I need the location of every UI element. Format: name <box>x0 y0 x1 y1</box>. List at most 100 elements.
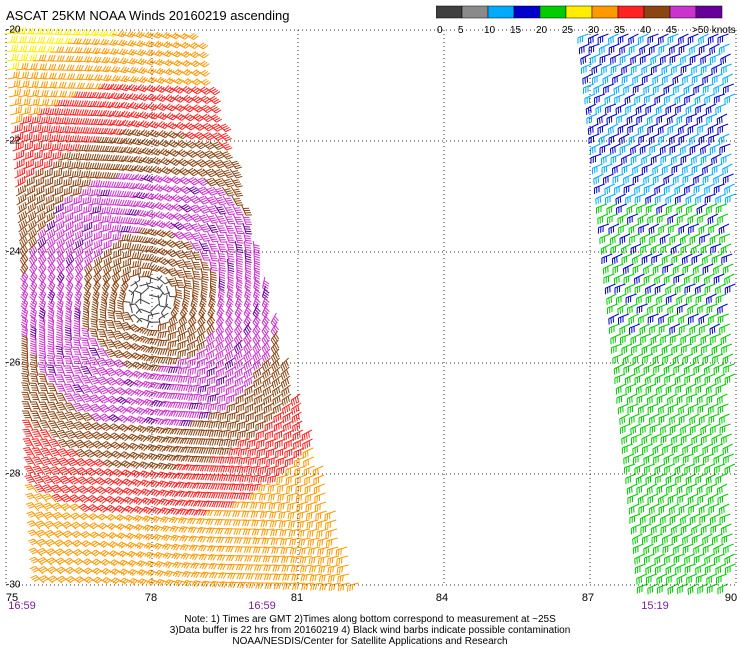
wind-barb <box>601 63 612 75</box>
wind-barb <box>676 203 688 215</box>
wind-barb <box>255 429 267 440</box>
wind-barb <box>226 249 235 263</box>
wind-barb <box>118 234 132 242</box>
wind-barb <box>151 76 167 84</box>
wind-barb <box>660 153 672 164</box>
wind-barb <box>37 116 51 125</box>
wind-barb <box>624 93 636 105</box>
wind-barb <box>314 501 327 512</box>
wind-barb <box>184 167 200 177</box>
wind-barb <box>56 326 63 341</box>
wind-barb <box>708 133 720 144</box>
wind-barb <box>625 383 637 394</box>
wind-barb <box>10 115 23 125</box>
wind-barb <box>701 343 713 354</box>
wind-barb <box>673 363 685 374</box>
wind-barb <box>68 169 82 179</box>
wind-barb <box>615 193 626 205</box>
wind-barb <box>722 543 734 555</box>
wind-barb <box>165 276 178 287</box>
wind-barb <box>711 253 723 265</box>
wind-barb <box>711 73 723 84</box>
wind-barb <box>103 30 118 37</box>
wind-barb <box>180 113 196 122</box>
wind-barb <box>50 475 65 485</box>
wind-barb <box>162 103 178 112</box>
wind-barb <box>715 383 727 395</box>
wind-barb <box>716 483 728 495</box>
wind-barb <box>48 142 61 152</box>
wind-barb <box>650 523 662 535</box>
wind-barb <box>593 173 604 185</box>
wind-barb <box>47 298 55 314</box>
wind-barb <box>217 249 227 262</box>
wind-barb <box>118 119 134 127</box>
wind-barb <box>658 313 669 325</box>
lon-label: 84 <box>435 592 449 604</box>
wind-barb <box>79 522 95 530</box>
wind-barb <box>129 260 142 269</box>
wind-barb <box>64 411 78 422</box>
wind-barb <box>722 353 734 365</box>
wind-barb <box>164 267 179 277</box>
wind-barb <box>178 203 193 213</box>
legend-swatch <box>617 5 645 19</box>
wind-barb <box>46 107 60 116</box>
wind-barb <box>685 473 697 485</box>
wind-barb <box>580 53 591 65</box>
graticule <box>5 29 737 586</box>
wind-barb <box>641 63 652 75</box>
wind-barb <box>626 113 638 125</box>
wind-barb <box>139 282 149 296</box>
wind-barb <box>187 366 200 376</box>
legend-swatch <box>487 5 515 19</box>
wind-barb <box>108 101 123 109</box>
wind-barb <box>173 294 181 310</box>
wind-barb <box>591 163 603 175</box>
wind-barb <box>55 548 70 557</box>
wind-barb <box>199 249 211 261</box>
wind-barb <box>276 474 289 484</box>
legend-label: 15 <box>510 25 522 36</box>
wind-barb <box>56 575 72 584</box>
wind-barb <box>67 152 81 161</box>
wind-barb <box>720 53 731 65</box>
wind-barb <box>162 112 178 121</box>
wind-barb <box>217 402 230 412</box>
wind-barb <box>118 110 133 118</box>
wind-barb <box>630 423 641 435</box>
wind-barb <box>17 210 28 224</box>
wind-barb <box>655 103 667 116</box>
wind-barb <box>135 308 151 314</box>
wind-barb <box>209 258 218 272</box>
lon-label: 78 <box>144 592 158 604</box>
wind-barb <box>107 207 121 215</box>
wind-barb <box>654 93 666 105</box>
wind-barb <box>81 100 96 108</box>
wind-barb <box>634 553 645 565</box>
wind-barb <box>107 92 123 100</box>
wind-barb <box>704 183 715 195</box>
wind-barb <box>105 329 117 341</box>
wind-barb <box>637 213 649 225</box>
wind-barb <box>27 227 37 242</box>
wind-barb <box>587 123 599 135</box>
wind-barb <box>29 124 42 134</box>
wind-barb <box>663 273 675 285</box>
wind-barb <box>686 113 698 124</box>
wind-barb <box>22 419 34 431</box>
wind-barb <box>80 531 95 539</box>
wind-barb <box>113 320 126 332</box>
wind-barb <box>38 392 50 404</box>
wind-barb <box>216 393 229 404</box>
wind-barb <box>78 56 93 63</box>
wind-barb <box>119 137 135 145</box>
wind-barb <box>17 80 30 89</box>
wind-barb <box>685 103 697 115</box>
wind-barb <box>97 338 109 350</box>
wind-barb <box>709 143 721 155</box>
wind-barb <box>132 191 148 200</box>
wind-barb <box>218 276 226 291</box>
wind-barb <box>41 465 55 476</box>
wind-barb <box>100 231 112 242</box>
